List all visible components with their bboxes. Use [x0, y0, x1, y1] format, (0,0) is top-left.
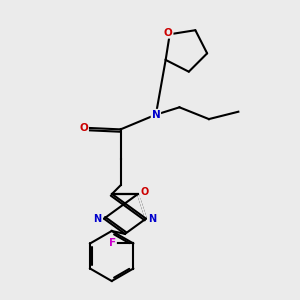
Text: F: F — [109, 238, 116, 248]
Text: O: O — [164, 28, 172, 38]
Text: N: N — [148, 214, 157, 224]
Text: O: O — [140, 188, 148, 197]
Text: N: N — [93, 214, 102, 224]
Text: N: N — [152, 110, 160, 120]
Text: O: O — [80, 123, 88, 133]
